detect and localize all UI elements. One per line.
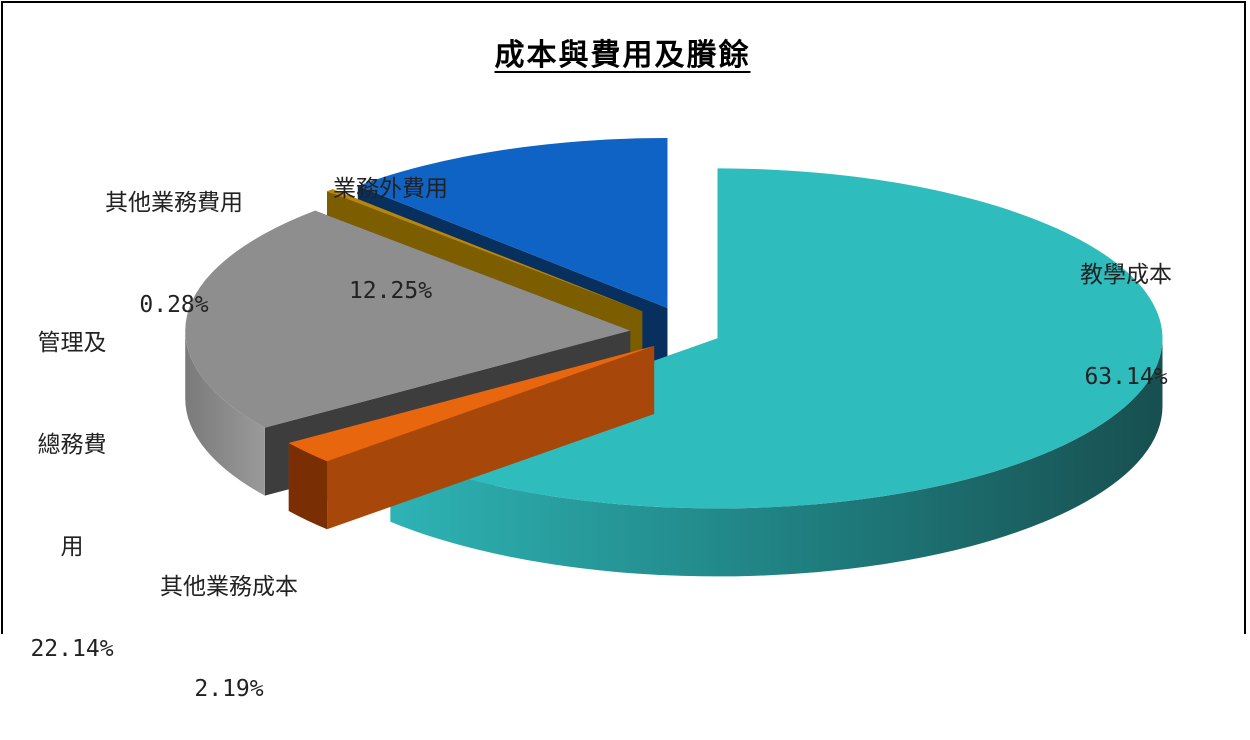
slice-other-business-cost-side [288,443,328,530]
slice-non-operating-expense-top [357,137,668,308]
label-other-business-cost: 其他業務成本 2.19% [160,574,298,702]
slice-other-business-expense-top [326,189,643,312]
label-non-operating-expense: 業務外費用 12.25% [333,176,448,304]
slice-admin-expense-side [185,330,265,496]
slice-other-business-cost-wall-end [288,345,655,512]
chart-title: 成本與費用及賸餘 [494,38,751,73]
slice-admin-expense-top [185,210,631,428]
label-teaching: 教學成本 63.14% [1080,262,1172,390]
label-other-business-expense: 其他業務費用 0.28% [105,190,243,318]
pie-chart [185,137,1163,577]
slice-teaching-side [390,338,1163,577]
slice-other-business-cost [288,345,655,530]
slice-other-business-cost-top [288,345,655,462]
